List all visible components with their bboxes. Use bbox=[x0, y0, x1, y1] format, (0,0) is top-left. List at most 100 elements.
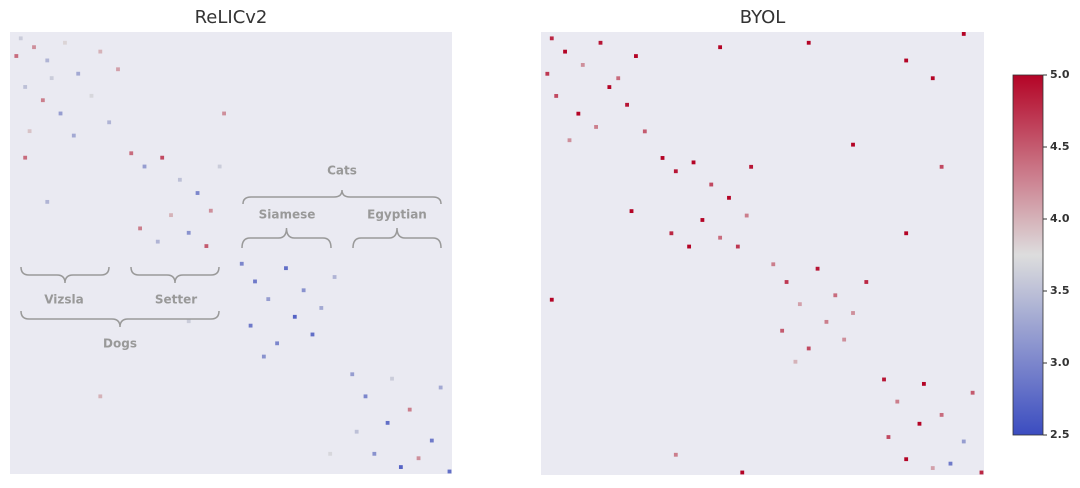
heatmap-cell bbox=[275, 341, 280, 346]
annotation: Vizsla bbox=[44, 293, 84, 307]
heatmap-cell bbox=[284, 266, 288, 271]
heatmap-cell bbox=[195, 191, 200, 195]
heatmap-cell bbox=[332, 275, 337, 279]
heatmap-cell bbox=[642, 129, 647, 134]
heatmap-cell bbox=[930, 76, 935, 81]
heatmap-cell bbox=[545, 71, 550, 76]
heatmap-cell bbox=[563, 49, 567, 54]
colorbar-tick-label: 4.0 bbox=[1050, 212, 1070, 225]
heatmap-cell bbox=[895, 399, 900, 404]
heatmap-cell bbox=[248, 323, 253, 328]
heatmap-cell bbox=[567, 138, 572, 143]
colorbar-tick-label: 3.5 bbox=[1050, 284, 1070, 297]
heatmap-cell bbox=[32, 45, 36, 50]
heatmap-cell bbox=[98, 394, 103, 399]
heatmap-cell bbox=[363, 394, 368, 399]
heatmap-cell bbox=[204, 244, 209, 248]
heatmap-cell bbox=[23, 85, 28, 89]
heatmap-cell bbox=[186, 319, 191, 324]
colorbar-tick-label: 3.0 bbox=[1050, 356, 1070, 369]
heatmap-cell bbox=[580, 63, 585, 67]
heatmap-cell bbox=[407, 407, 412, 412]
heatmap-cell bbox=[691, 160, 696, 165]
heatmap-cell bbox=[598, 40, 603, 45]
brace bbox=[20, 266, 110, 284]
heatmap-cell bbox=[23, 155, 28, 160]
heatmap-cell bbox=[709, 182, 714, 187]
heatmap-cell bbox=[319, 306, 324, 310]
heatmap-cell bbox=[372, 451, 377, 456]
heatmap-cell bbox=[49, 76, 54, 81]
heatmap-cell bbox=[447, 469, 452, 474]
brace bbox=[242, 189, 442, 205]
heatmap-cell bbox=[904, 457, 909, 462]
heatmap-cell bbox=[129, 151, 134, 156]
heatmap-cell bbox=[749, 164, 754, 169]
heatmap-cell bbox=[718, 235, 723, 240]
heatmap-cell bbox=[771, 262, 776, 267]
heatmap-cell bbox=[851, 311, 855, 315]
heatmap-cell bbox=[208, 208, 213, 213]
heatmap-cell bbox=[138, 226, 142, 231]
heatmap-cell bbox=[740, 470, 745, 475]
heatmap-cell bbox=[833, 293, 838, 298]
heatmap-cell bbox=[549, 297, 554, 302]
heatmap-cell bbox=[784, 280, 789, 284]
heatmap-cell bbox=[904, 231, 909, 236]
colorbar-tick-label: 4.5 bbox=[1050, 140, 1070, 153]
heatmap-cell bbox=[842, 337, 847, 342]
colorbar bbox=[1012, 74, 1044, 436]
heatmap-cell bbox=[98, 49, 103, 54]
heatmap-cell bbox=[793, 359, 798, 364]
heatmap-cell bbox=[687, 244, 692, 249]
brace bbox=[20, 310, 220, 328]
heatmap-cell bbox=[18, 36, 23, 41]
heatmap-cell bbox=[27, 129, 32, 134]
heatmap-cell bbox=[939, 164, 944, 169]
heatmap-cell bbox=[385, 420, 390, 425]
heatmap-cell bbox=[169, 213, 173, 218]
annotation: Siamese bbox=[259, 208, 316, 222]
annotation: Egyptian bbox=[367, 208, 427, 222]
heatmap-cell bbox=[815, 266, 820, 271]
heatmap-cell bbox=[917, 421, 922, 426]
heatmap-cell bbox=[718, 45, 723, 50]
heatmap-cell bbox=[217, 164, 222, 169]
heatmap-cell bbox=[948, 461, 953, 466]
plot-background bbox=[10, 32, 452, 474]
heatmap-cell bbox=[350, 372, 355, 377]
heatmap-cell bbox=[76, 71, 81, 76]
annotation: Dogs bbox=[103, 337, 137, 351]
brace bbox=[352, 227, 442, 249]
heatmap-cell bbox=[735, 244, 740, 249]
heatmap-cell bbox=[961, 32, 966, 36]
heatmap-cell bbox=[594, 125, 598, 129]
brace bbox=[130, 266, 220, 284]
heatmap-cell bbox=[554, 94, 559, 98]
plot-background bbox=[541, 32, 984, 475]
heatmap-cell bbox=[669, 231, 674, 236]
heatmap-cell bbox=[886, 435, 891, 439]
heatmap-cell bbox=[253, 279, 257, 284]
heatmap-cell bbox=[727, 195, 731, 200]
heatmap-cell bbox=[160, 155, 165, 160]
heatmap-cell bbox=[310, 332, 315, 337]
heatmap-cell bbox=[882, 377, 886, 382]
heatmap-cell bbox=[806, 40, 811, 45]
heatmap-cell bbox=[607, 85, 612, 89]
heatmap-cell bbox=[45, 199, 50, 204]
heatmap-cell bbox=[961, 439, 966, 444]
heatmap-cell bbox=[89, 93, 94, 98]
heatmap-cell bbox=[40, 98, 45, 103]
brace bbox=[241, 227, 332, 249]
heatmap-cell bbox=[616, 76, 621, 81]
heatmap-cell bbox=[700, 218, 705, 222]
heatmap-cell bbox=[155, 239, 160, 244]
heatmap-cell bbox=[851, 142, 855, 147]
heatmap-cell bbox=[930, 466, 935, 470]
heatmap-cell bbox=[806, 346, 811, 351]
heatmap-cell bbox=[780, 328, 785, 333]
heatmap-cell bbox=[186, 230, 191, 235]
heatmap-cell bbox=[266, 297, 271, 302]
